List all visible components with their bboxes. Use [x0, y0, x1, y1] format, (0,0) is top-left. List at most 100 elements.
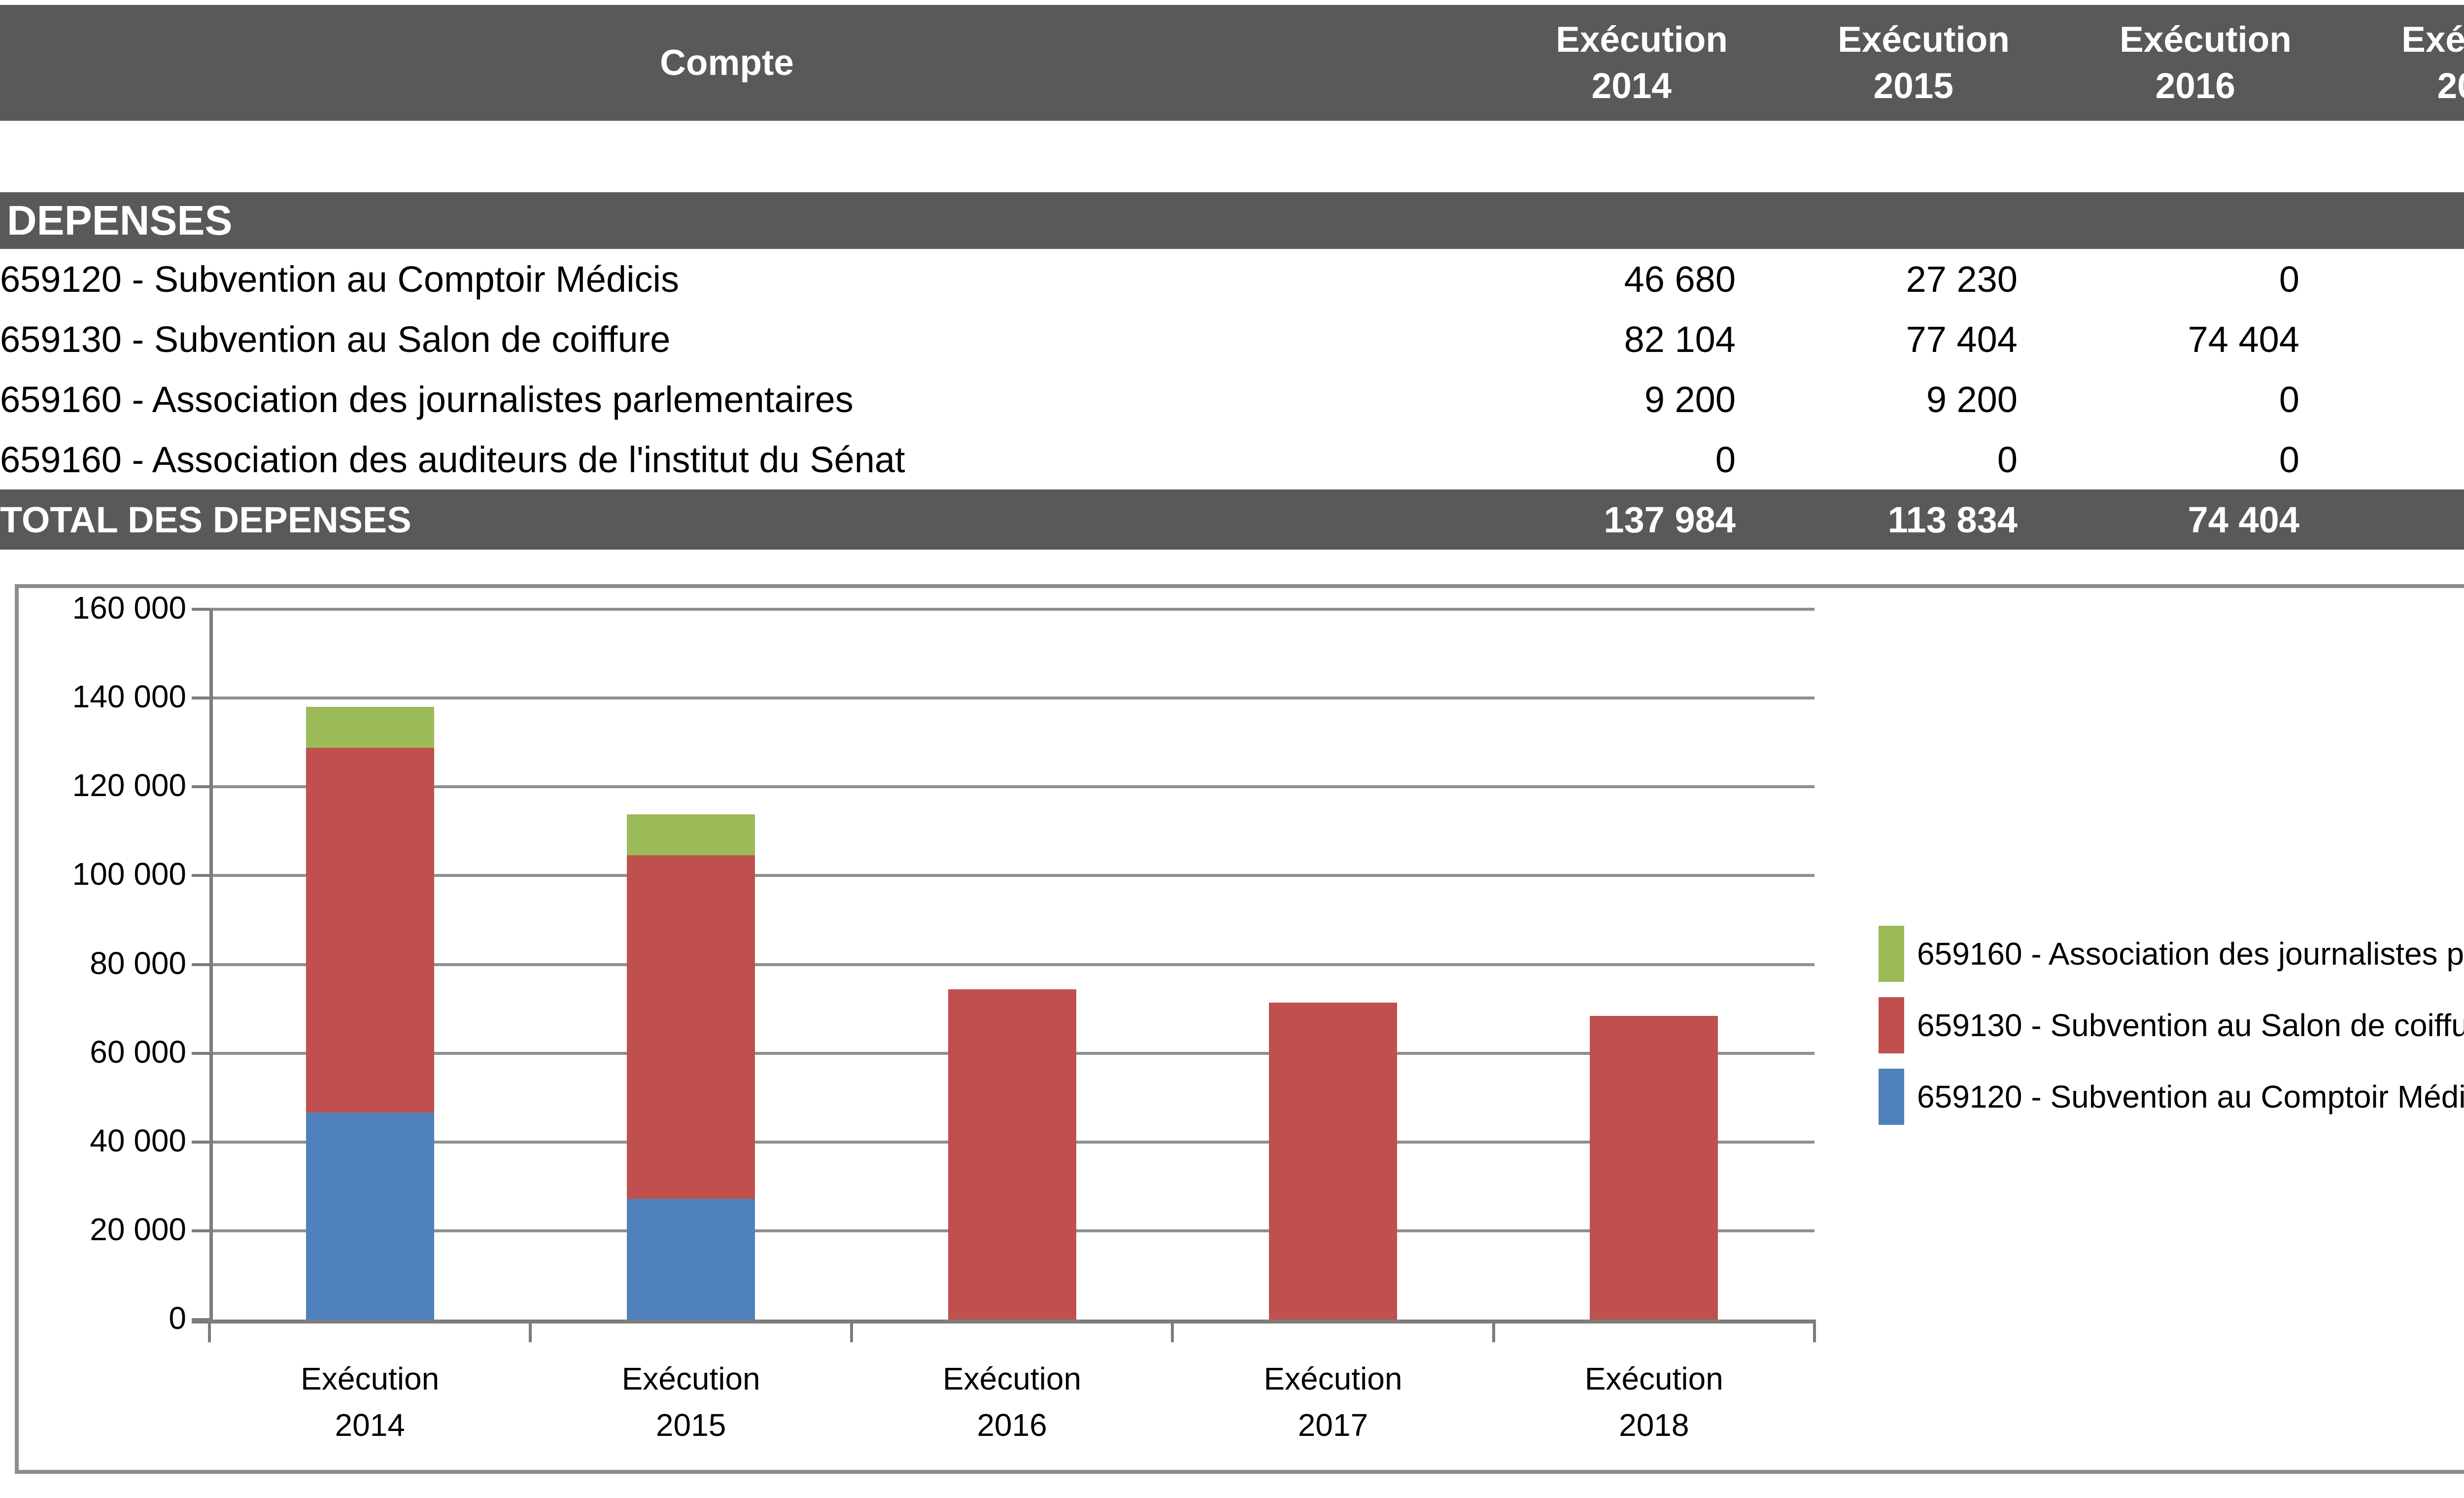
x-axis-tick: [1171, 1320, 1174, 1342]
x-category-label-line: Exécution: [301, 1361, 440, 1396]
total-value: 137 984: [1454, 489, 1736, 550]
section-label: DEPENSES: [0, 192, 2464, 249]
row-value: 0: [2299, 249, 2464, 309]
legend-item: 659130 - Subvention au Salon de coiffure: [1879, 993, 2464, 1058]
legend-label: 659160 - Association des journalistes pa…: [1917, 936, 2464, 972]
table-header-row: Compte Exécution 2014 Exécution 2015 Exé…: [0, 5, 2464, 121]
header-year-line1: Exécution: [2401, 19, 2464, 60]
header-year-2017: Exécution 2017: [2299, 5, 2464, 121]
x-category-label: Exécution 2017: [1173, 1356, 1493, 1448]
row-value: 9 200: [1644, 379, 1736, 420]
row-value: 74 404: [2188, 318, 2299, 360]
row-value: 0: [2279, 258, 2299, 300]
y-axis-tick: [192, 1229, 209, 1232]
gridline: [209, 697, 1814, 700]
legend-swatch-icon: [1879, 926, 1904, 982]
table-row: 659130 - Subvention au Salon de coiffure…: [0, 309, 2464, 369]
x-axis-line: [192, 1320, 1814, 1324]
header-compte: Compte: [0, 5, 1454, 121]
row-label: 659160 - Association des auditeurs de l'…: [0, 439, 905, 480]
bar-segment-series0-cat1: [627, 1198, 755, 1320]
row-value: 0: [1997, 439, 2018, 480]
bar-segment-series1-cat3: [1268, 1002, 1397, 1320]
table-row: 659120 - Subvention au Comptoir Médicis …: [0, 249, 2464, 309]
bar-segment-series2-cat1: [627, 814, 755, 855]
x-axis-tick: [208, 1320, 211, 1342]
y-tick-label: 140 000: [72, 679, 186, 715]
legend-item: 659120 - Subvention au Comptoir Médicis: [1879, 1064, 2464, 1129]
header-year-2016: Exécution 2016: [2018, 5, 2299, 121]
row-label: 659160 - Association des journalistes pa…: [0, 379, 854, 420]
header-year-2014: Exécution 2014: [1454, 5, 1736, 121]
x-category-label: Exécution 2018: [1494, 1356, 1814, 1448]
x-axis-tick: [850, 1320, 853, 1342]
bar-segment-series1-cat1: [627, 855, 755, 1199]
header-year-line1: Exécution: [1838, 19, 2010, 60]
x-category-label: Exécution 2016: [852, 1356, 1172, 1448]
row-value: 0: [2299, 429, 2464, 489]
bar-segment-series0-cat0: [306, 1112, 434, 1320]
x-category-label-line: Exécution: [621, 1361, 760, 1396]
y-tick-label: 60 000: [90, 1034, 186, 1070]
stacked-bar-chart: 0 20 000 40 000 60 000 80 000 100 000 120 000 1…: [15, 584, 2464, 1474]
y-axis-line: [209, 609, 213, 1324]
gridline: [209, 874, 1814, 877]
total-value: 71 404: [2299, 489, 2464, 550]
header-year-2015: Exécution 2015: [1736, 5, 2018, 121]
y-axis-tick: [192, 608, 209, 611]
row-value: 77 404: [1906, 318, 2018, 360]
x-axis-tick: [1813, 1320, 1816, 1342]
bar-segment-series1-cat0: [306, 748, 434, 1113]
y-tick-label: 160 000: [72, 590, 186, 626]
legend-swatch-icon: [1879, 1069, 1904, 1125]
bar-segment-series1-cat4: [1590, 1015, 1718, 1320]
row-value: 46 680: [1624, 258, 1736, 300]
x-axis-tick: [529, 1320, 532, 1342]
x-category-label: Exécution 2014: [210, 1356, 530, 1448]
y-axis-tick: [192, 1051, 209, 1055]
y-axis-tick: [192, 1140, 209, 1144]
legend-swatch-icon: [1879, 997, 1904, 1053]
y-axis-tick: [192, 697, 209, 700]
x-category-label-line: 2015: [655, 1407, 726, 1443]
total-row: TOTAL DES DEPENSES 137 984 113 834 74 40…: [0, 489, 2464, 550]
y-axis-tick: [192, 874, 209, 877]
row-value: 71 404: [2299, 309, 2464, 369]
legend-label: 659130 - Subvention au Salon de coiffure: [1917, 1008, 2464, 1043]
y-tick-label: 0: [169, 1300, 186, 1336]
table-row: 659160 - Association des auditeurs de l'…: [0, 429, 2464, 489]
row-label: 659130 - Subvention au Salon de coiffure: [0, 318, 671, 360]
row-value: 0: [1715, 439, 1736, 480]
x-category-label-line: 2018: [1619, 1407, 1689, 1443]
x-category-label-line: Exécution: [1264, 1361, 1403, 1396]
total-value: 113 834: [1736, 489, 2018, 550]
row-value: 0: [2299, 369, 2464, 429]
row-value: 82 104: [1624, 318, 1736, 360]
total-label: TOTAL DES DEPENSES: [0, 489, 1454, 550]
row-value: 9 200: [1926, 379, 2018, 420]
section-row-depenses: DEPENSES: [0, 192, 2464, 249]
x-category-label-line: Exécution: [1584, 1361, 1723, 1396]
y-tick-label: 100 000: [72, 856, 186, 892]
y-axis-tick: [192, 963, 209, 966]
x-category-label-line: 2017: [1298, 1407, 1369, 1443]
bar-segment-series2-cat0: [306, 707, 434, 748]
legend-label: 659120 - Subvention au Comptoir Médicis: [1917, 1079, 2464, 1115]
row-label: 659120 - Subvention au Comptoir Médicis: [0, 258, 679, 300]
gridline: [209, 785, 1814, 789]
header-year-line1: Exécution: [1556, 19, 1728, 60]
row-value: 27 230: [1906, 258, 2018, 300]
x-category-label-line: 2014: [335, 1407, 405, 1443]
y-tick-label: 120 000: [72, 767, 186, 803]
table-row: 659160 - Association des journalistes pa…: [0, 369, 2464, 429]
gridline: [209, 963, 1814, 966]
header-year-line2: 2017: [2437, 66, 2464, 106]
x-category-label-line: 2016: [977, 1407, 1047, 1443]
budget-table: Compte Exécution 2014 Exécution 2015 Exé…: [0, 5, 2464, 550]
total-value: 74 404: [2018, 489, 2299, 550]
spacer-row: [0, 121, 2464, 192]
x-category-label: Exécution 2015: [531, 1356, 851, 1448]
y-axis-tick: [192, 785, 209, 789]
y-tick-label: 40 000: [90, 1122, 186, 1158]
header-year-line2: 2014: [1591, 66, 1672, 106]
